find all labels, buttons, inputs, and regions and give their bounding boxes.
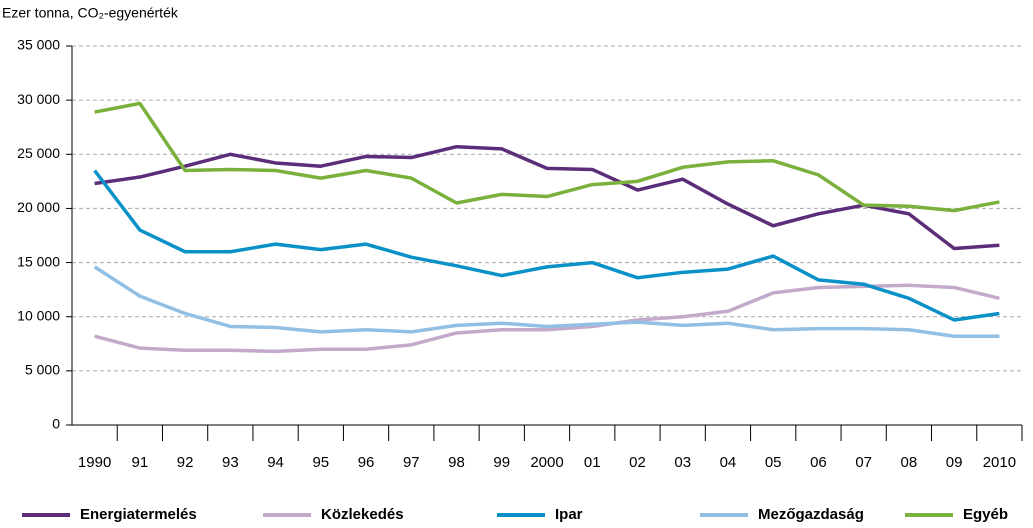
legend-label: Közlekedés: [321, 506, 404, 523]
x-tick-label: 96: [358, 454, 375, 471]
y-axis-label: Ezer tonna, CO₂-egyenérték: [2, 5, 179, 21]
y-tick-label: 30 000: [17, 91, 60, 107]
x-tick-label: 94: [267, 454, 284, 471]
x-tick-label: 93: [222, 454, 239, 471]
x-tick-label: 08: [901, 454, 918, 471]
x-tick-label: 06: [810, 454, 827, 471]
x-tick-label: 98: [448, 454, 465, 471]
x-tick-label: 04: [720, 454, 737, 471]
legend-label: Ipar: [555, 506, 583, 523]
x-tick-label: 03: [674, 454, 691, 471]
legend-label: Mezőgazdaság: [758, 506, 864, 523]
y-tick-label: 0: [52, 416, 60, 432]
x-tick-label: 05: [765, 454, 782, 471]
x-tick-label: 99: [493, 454, 510, 471]
x-tick-label: 1990: [78, 454, 111, 471]
x-tick-label: 09: [946, 454, 963, 471]
x-tick-label: 91: [132, 454, 149, 471]
series-line: [93, 169, 1000, 322]
series-line: [94, 144, 1000, 251]
x-tick-label: 07: [855, 454, 872, 471]
series-line: [94, 101, 1000, 213]
series-line: [94, 283, 1000, 354]
series-line: [93, 265, 1000, 338]
x-tick-label: 02: [629, 454, 646, 471]
x-tick-label: 97: [403, 454, 420, 471]
x-tick-label: 2010: [983, 454, 1016, 471]
x-tick-label: 01: [584, 454, 601, 471]
x-tick-label: 95: [312, 454, 329, 471]
y-tick-label: 25 000: [17, 145, 60, 161]
y-tick-label: 15 000: [17, 253, 60, 269]
y-tick-label: 5 000: [25, 362, 60, 378]
y-tick-label: 10 000: [17, 307, 60, 323]
legend-label: Egyéb: [963, 506, 1008, 523]
x-tick-label: 2000: [530, 454, 563, 471]
y-tick-label: 35 000: [17, 37, 60, 53]
x-tick-label: 92: [177, 454, 194, 471]
legend-label: Energiatermelés: [80, 506, 197, 523]
y-tick-label: 20 000: [17, 199, 60, 215]
